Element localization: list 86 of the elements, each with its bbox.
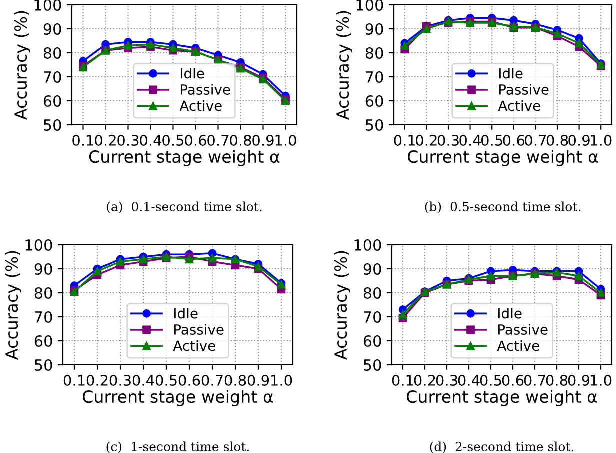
y-tick-label: 100 (354, 239, 382, 252)
y-tick-label: 80 (366, 47, 384, 60)
y-tick-label: 50 (364, 359, 382, 372)
y-tick-label: 80 (44, 47, 62, 60)
y-tick-label: 50 (44, 119, 62, 132)
y-tick-label: 60 (366, 95, 384, 108)
text: (c) 1-second time slot. (106, 442, 250, 453)
y-tick-label: 90 (366, 23, 384, 36)
y-tick-label: 80 (34, 287, 52, 300)
x-tick-label: 0.4 (140, 134, 162, 146)
x-tick-label: 0.9 (568, 134, 590, 146)
y-tick-label: 80 (364, 287, 382, 300)
x-tick-label: 0.1 (72, 134, 94, 146)
x-tick-label: 0.5 (480, 374, 502, 386)
y-tick-label: 70 (44, 71, 62, 84)
x-tick-label: 0.5 (481, 134, 502, 146)
y-tick-label: 90 (44, 23, 62, 36)
y-tick-label: 60 (364, 335, 382, 348)
x-tick-label: 1.0 (591, 134, 612, 146)
x-tick-label: 0.5 (156, 374, 177, 386)
y-tick-label: 90 (364, 263, 382, 276)
x-tick-label: 0.8 (230, 134, 252, 146)
legend-label: Passive (500, 84, 549, 95)
legend-label: Active (497, 340, 540, 352)
y-tick-label: 50 (366, 119, 384, 132)
x-tick-label: 0.3 (118, 134, 139, 146)
text: (b) 0.5-second time slot. (425, 202, 580, 214)
y-axis-title: Accuracy (%) (5, 251, 22, 360)
y-axis-title: Accuracy (%) (334, 251, 350, 360)
x-tick-label: 0.2 (416, 134, 437, 146)
y-tick-label: 70 (35, 311, 52, 324)
x-tick-label: 0.6 (503, 134, 525, 146)
x-tick-label: 1.0 (591, 374, 612, 386)
legend-label: Idle (498, 308, 522, 319)
x-tick-label: 0.6 (185, 134, 206, 146)
x-axis-title: Current stage weight α (89, 150, 280, 166)
y-tick-label: 60 (34, 335, 52, 348)
x-axis-title: Current stage weight α (82, 390, 274, 406)
y-tick-label: 70 (366, 71, 384, 84)
x-tick-label: 0.9 (248, 374, 270, 386)
x-tick-label: 0.4 (460, 134, 482, 146)
y-tick-label: 50 (35, 359, 52, 372)
y-tick-label: 90 (34, 263, 52, 276)
x-tick-label: 0.1 (394, 134, 416, 146)
x-tick-label: 0.5 (162, 134, 184, 146)
x-tick-label: 0.3 (436, 374, 458, 386)
legend-label: Active (173, 340, 216, 352)
legend-label: Active (498, 100, 540, 112)
x-tick-label: 0.2 (86, 374, 108, 386)
legend-label: Idle (181, 68, 204, 79)
text: (a) 0.1-second time slot. (107, 202, 262, 214)
x-axis-title: Current stage weight α (406, 390, 598, 406)
x-tick-label: 0.7 (524, 374, 546, 386)
x-tick-label: 0.4 (132, 374, 154, 386)
x-tick-label: 0.8 (546, 374, 568, 386)
legend-label: Idle (500, 68, 523, 79)
legend-label: Active (180, 100, 222, 112)
text: (d) 2-second time slot. (430, 442, 574, 453)
x-tick-label: 0.1 (64, 374, 85, 386)
x-tick-label: 0.9 (568, 374, 590, 386)
x-tick-label: 0.3 (110, 374, 131, 386)
x-tick-label: 1.0 (272, 374, 292, 386)
x-tick-label: 0.2 (414, 374, 436, 386)
x-tick-label: 0.3 (438, 134, 459, 146)
y-tick-label: 100 (26, 239, 52, 252)
x-tick-label: 0.7 (525, 134, 546, 146)
x-tick-label: 0.9 (252, 134, 274, 146)
x-tick-label: 0.1 (392, 374, 414, 386)
x-tick-label: 0.8 (224, 374, 246, 386)
legend-label: Passive (174, 324, 224, 335)
x-tick-label: 0.7 (202, 374, 223, 386)
x-tick-label: 1.0 (276, 134, 296, 146)
x-tick-label: 0.4 (458, 374, 480, 386)
y-axis-title: Accuracy (%) (14, 11, 30, 120)
x-tick-label: 0.8 (546, 134, 568, 146)
legend-label: Passive (181, 84, 230, 95)
legend-label: Idle (174, 308, 198, 319)
y-tick-label: 70 (364, 311, 382, 324)
x-tick-label: 0.7 (208, 134, 229, 146)
legend-label: Passive (498, 324, 548, 335)
x-axis-title: Current stage weight α (408, 150, 598, 166)
x-tick-label: 0.6 (178, 374, 200, 386)
y-tick-label: 60 (44, 95, 62, 108)
y-axis-title: Accuracy (%) (336, 11, 352, 120)
x-tick-label: 0.6 (502, 374, 524, 386)
x-tick-label: 0.2 (95, 134, 116, 146)
